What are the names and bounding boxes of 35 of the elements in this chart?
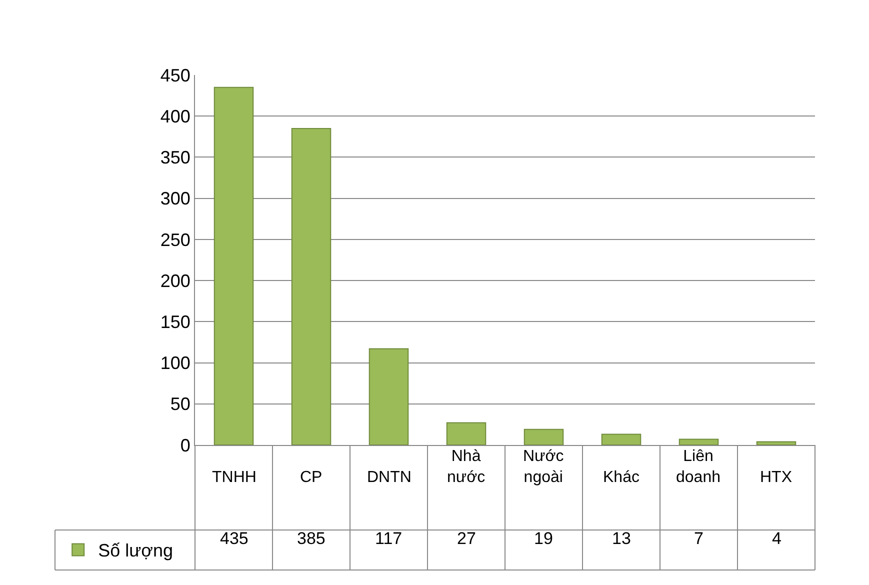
x-tick-label: HTX [760, 469, 792, 486]
x-tick-label: Khác [603, 469, 640, 486]
y-tick-label: 450 [160, 65, 190, 86]
data-label: 4 [772, 529, 782, 548]
legend-label: Số lượng [98, 540, 174, 561]
bar [368, 348, 409, 445]
bar [446, 422, 486, 445]
bar [291, 128, 332, 445]
bar [601, 434, 642, 445]
data-label: 385 [297, 529, 326, 548]
y-tick-label: 100 [160, 353, 190, 374]
x-tick-label: DNTN [367, 469, 412, 486]
x-tick-label: CP [300, 469, 322, 486]
bar [214, 86, 254, 445]
data-label: 13 [612, 529, 631, 548]
data-label: 7 [694, 529, 704, 548]
bar [678, 438, 719, 445]
data-label: 19 [534, 529, 553, 548]
y-tick-label: 350 [160, 148, 190, 168]
data-label: 435 [220, 529, 248, 548]
bar [756, 441, 796, 445]
y-tick-label: 300 [160, 188, 190, 209]
y-tick-label: 250 [160, 230, 190, 250]
y-tick-label: 50 [170, 394, 190, 414]
x-tick-label: Nước ngoài [523, 448, 564, 486]
x-tick-label: TNHH [212, 469, 256, 486]
y-tick-label: 200 [160, 270, 190, 291]
x-tick-label: Liên doanh [676, 448, 720, 486]
x-tick-label: Nhà nước [447, 448, 486, 486]
data-label: 27 [457, 529, 476, 548]
y-tick-label: 150 [160, 312, 190, 332]
y-tick-label: 400 [160, 106, 190, 126]
y-tick-label: 0 [180, 435, 190, 456]
data-label: 117 [375, 529, 402, 548]
bar [524, 428, 564, 445]
